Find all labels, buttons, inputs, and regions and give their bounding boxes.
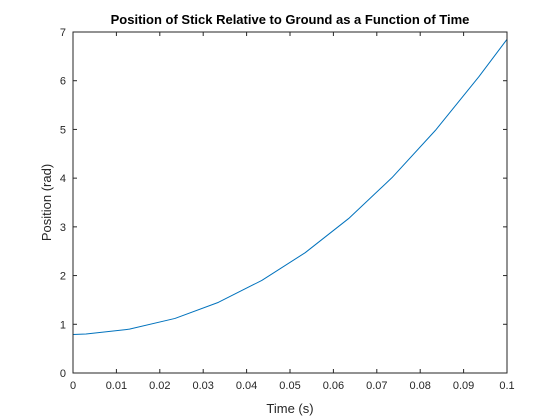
chart-title: Position of Stick Relative to Ground as … [111,12,470,27]
x-tick-label: 0.1 [499,380,514,392]
plot-background [73,32,507,373]
y-tick-label: 3 [60,222,66,234]
x-tick-label: 0.02 [149,380,170,392]
y-tick-label: 0 [60,368,66,380]
y-tick-label: 7 [60,27,66,39]
x-tick-label: 0.03 [192,380,213,392]
x-tick-label: 0.09 [453,380,474,392]
y-tick-label: 2 [60,271,66,283]
x-tick-label: 0 [70,380,76,392]
x-tick-label: 0.04 [236,380,257,392]
y-axis-ticks: 0 1 2 3 4 5 6 7 [60,27,507,380]
y-tick-label: 4 [60,173,66,185]
series-line-1 [72,39,508,336]
y-tick-label: 6 [60,76,66,88]
y-tick-label: 5 [60,124,66,136]
x-tick-label: 0.01 [106,380,127,392]
y-axis-label: Position (rad) [39,164,54,241]
series-layer [72,39,508,336]
x-axis-label: Time (s) [266,401,313,416]
x-tick-label: 0.07 [366,380,387,392]
y-tick-label: 1 [60,319,66,331]
x-axis-ticks: 0 0.01 0.02 0.03 0.04 0.05 0.06 0.07 0.08 0.09 0.1 [70,32,515,392]
x-tick-label: 0.06 [323,380,344,392]
x-tick-label: 0.05 [279,380,300,392]
x-tick-label: 0.08 [409,380,430,392]
